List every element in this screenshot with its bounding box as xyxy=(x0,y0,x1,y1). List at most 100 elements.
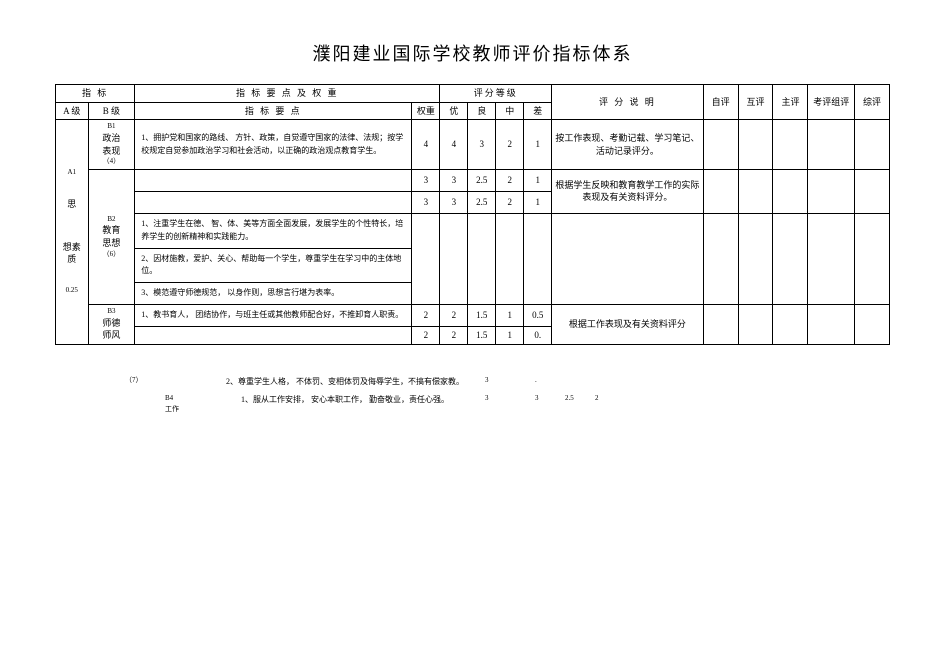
table-row: B2 教育 思想 （6） 3 3 2.5 2 1 根据学生反映和教育教学工作的实… xyxy=(56,169,890,191)
r1-explain: 按工作表现、考勤记载、学习笔记、 活动记录评分。 xyxy=(552,120,703,170)
hdr-lead: 主评 xyxy=(773,85,808,120)
cell-lead xyxy=(773,304,808,344)
f2-code: B4 工作 xyxy=(165,393,205,417)
r2-w: 3 xyxy=(412,169,440,191)
r3-g3: 2 xyxy=(496,191,524,213)
hdr-mutual: 互评 xyxy=(738,85,773,120)
document-title: 濮阳建业国际学校教师评价指标体系 xyxy=(55,40,890,66)
r4-content: 1、注重学生在德、 智、体、美等方面全面发展，发展学生的个性特长，培养学生的创新… xyxy=(135,213,412,248)
r7-g4: 0.5 xyxy=(524,304,552,326)
r2-explain: 根据学生反映和教育教学工作的实际表现及有关资料评分。 xyxy=(552,169,703,213)
cell-self xyxy=(703,213,738,304)
cell-mutual xyxy=(738,213,773,304)
f2-w: 3 xyxy=(485,393,515,417)
r1-g1: 4 xyxy=(440,120,468,170)
r7-w: 2 xyxy=(412,304,440,326)
r1-g3: 2 xyxy=(496,120,524,170)
hdr-review: 考评组评 xyxy=(808,85,855,120)
f1-g1: . xyxy=(535,375,565,389)
hdr-mid: 中 xyxy=(496,102,524,120)
a1-cell: A1 思 想素质 0.25 xyxy=(56,120,89,345)
cell-self xyxy=(703,120,738,170)
hdr-poor: 差 xyxy=(524,102,552,120)
cell-final xyxy=(855,120,890,170)
hdr-a: A 级 xyxy=(56,102,89,120)
cell-final xyxy=(855,213,890,304)
r3-content xyxy=(135,191,412,213)
cell-final xyxy=(855,169,890,213)
r2-g3: 2 xyxy=(496,169,524,191)
b2-cell: B2 教育 思想 （6） xyxy=(88,169,135,304)
hdr-weight: 权重 xyxy=(412,102,440,120)
r7-content: 1、教书育人， 团结协作，与班主任或其他教师配合好，不推卸育人职责。 xyxy=(135,304,412,326)
table-row: 1、注重学生在德、 智、体、美等方面全面发展，发展学生的个性特长，培养学生的创新… xyxy=(56,213,890,248)
r7-g2: 1.5 xyxy=(468,304,496,326)
hdr-final: 综评 xyxy=(855,85,890,120)
r7-g1: 2 xyxy=(440,304,468,326)
f1-text: 2、尊重学生人格， 不体罚、变相体罚及侮辱学生，不搞有偿家教。 xyxy=(205,375,485,389)
r3-g2: 2.5 xyxy=(468,191,496,213)
cell-lead xyxy=(773,120,808,170)
r8-w: 2 xyxy=(412,327,440,345)
r1-w: 4 xyxy=(412,120,440,170)
hdr-ex: 优 xyxy=(440,102,468,120)
footer-row-1: （7） 2、尊重学生人格， 不体罚、变相体罚及侮辱学生，不搞有偿家教。 3 . xyxy=(125,375,890,389)
cell xyxy=(412,213,440,304)
b3-cell: B3 师德 师风 xyxy=(88,304,135,344)
r3-g4: 1 xyxy=(524,191,552,213)
table-row: B3 师德 师风 1、教书育人， 团结协作，与班主任或其他教师配合好，不推卸育人… xyxy=(56,304,890,326)
r7-explain: 根据工作表现及有关资料评分 xyxy=(552,304,703,344)
f2-g1: 3 xyxy=(535,393,565,417)
table-row: A1 思 想素质 0.25 B1 政治 表现 （4） 1、拥护党和国家的路线、 … xyxy=(56,120,890,170)
cell-review xyxy=(808,120,855,170)
cell-mutual xyxy=(738,120,773,170)
r3-w: 3 xyxy=(412,191,440,213)
f1-w: 3 xyxy=(485,375,515,389)
footer-row-2: B4 工作 1、服从工作安排， 安心本职工作， 勤奋敬业，责任心强。 3 3 2… xyxy=(125,393,890,417)
b1-cell: B1 政治 表现 （4） xyxy=(88,120,135,170)
r8-g3: 1 xyxy=(496,327,524,345)
r2-g2: 2.5 xyxy=(468,169,496,191)
r2-g4: 1 xyxy=(524,169,552,191)
cell-mutual xyxy=(738,169,773,213)
cell xyxy=(440,213,468,304)
hdr-indicator: 指 标 xyxy=(56,85,135,103)
cell-review xyxy=(808,304,855,344)
hdr-self: 自评 xyxy=(703,85,738,120)
cell-self xyxy=(703,304,738,344)
hdr-explain: 评 分 说 明 xyxy=(552,85,703,120)
hdr-good: 良 xyxy=(468,102,496,120)
r6-content: 3、模范遵守师德规范， 以身作则，思想言行堪为表率。 xyxy=(135,283,412,305)
cell-lead xyxy=(773,169,808,213)
r7-g3: 1 xyxy=(496,304,524,326)
hdr-points: 指 标 要 点 xyxy=(135,102,412,120)
r1-content: 1、拥护党和国家的路线、 方针、政策，自觉遵守国家的法律、法规；按学校规定自觉参… xyxy=(135,120,412,170)
cell xyxy=(468,213,496,304)
cell-review xyxy=(808,169,855,213)
r8-g2: 1.5 xyxy=(468,327,496,345)
r1-g4: 1 xyxy=(524,120,552,170)
document-page: 濮阳建业国际学校教师评价指标体系 指 标 指 标 要 点 及 权 重 评分等级 … xyxy=(0,0,945,416)
cell-review xyxy=(808,213,855,304)
evaluation-table: 指 标 指 标 要 点 及 权 重 评分等级 评 分 说 明 自评 互评 主评 … xyxy=(55,84,890,345)
r8-g1: 2 xyxy=(440,327,468,345)
hdr-grade: 评分等级 xyxy=(440,85,552,103)
r3-g1: 3 xyxy=(440,191,468,213)
f2-g3: 2 xyxy=(595,393,625,417)
header-row-1: 指 标 指 标 要 点 及 权 重 评分等级 评 分 说 明 自评 互评 主评 … xyxy=(56,85,890,103)
f2-g2: 2.5 xyxy=(565,393,595,417)
r2-g1: 3 xyxy=(440,169,468,191)
hdr-points-weight: 指 标 要 点 及 权 重 xyxy=(135,85,440,103)
cell xyxy=(552,213,703,304)
hdr-b: B 级 xyxy=(88,102,135,120)
cell-self xyxy=(703,169,738,213)
r2-content xyxy=(135,169,412,191)
r8-content xyxy=(135,327,412,345)
cell-final xyxy=(855,304,890,344)
footer-area: （7） 2、尊重学生人格， 不体罚、变相体罚及侮辱学生，不搞有偿家教。 3 . … xyxy=(55,375,890,416)
r1-g2: 3 xyxy=(468,120,496,170)
cell-mutual xyxy=(738,304,773,344)
cell xyxy=(524,213,552,304)
cell-lead xyxy=(773,213,808,304)
cell xyxy=(496,213,524,304)
